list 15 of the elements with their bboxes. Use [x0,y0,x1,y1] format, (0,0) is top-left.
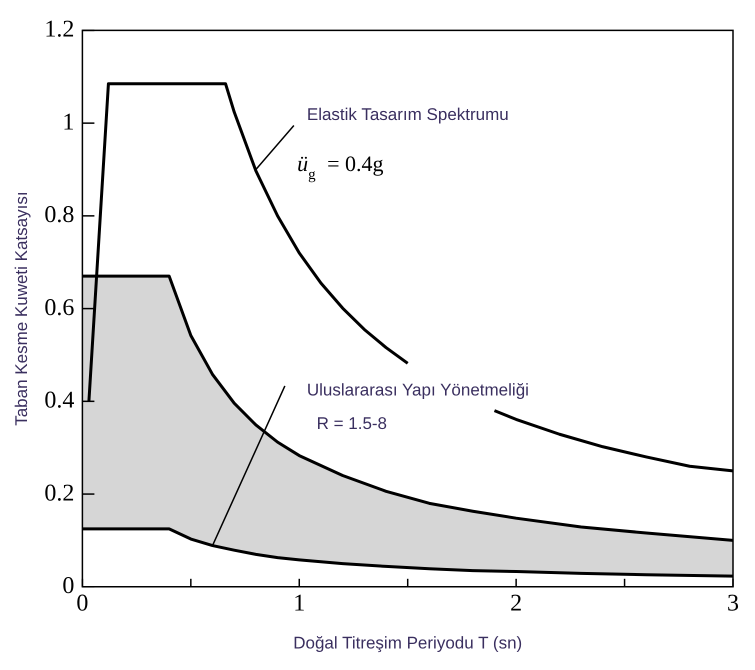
x-tick-label: 2 [510,590,522,616]
x-tick-label: 1 [293,590,306,616]
y-tick-label: 0.6 [44,294,74,321]
y-tick-label: 1.2 [44,16,74,43]
y-tick-label: 0.4 [44,388,74,414]
y-tick-label: 0.2 [44,480,74,506]
x-axis-title: Doğal Titreşim Periyodu T (sn) [293,633,522,652]
x-tick-label: 3 [727,590,739,616]
y-axis-title: Taban Kesme Kuweti Katsayısı [12,191,31,426]
y-tick-label: 0.8 [44,202,74,228]
y-tick-label: 0 [62,573,74,600]
annotation: Elastik Tasarım Spektrumu [306,105,509,124]
y-tick-label: 1 [62,109,74,136]
annotation: R = 1.5-8 [316,414,388,434]
annotation: Uluslararası Yapı Yönetmeliği [306,380,529,400]
